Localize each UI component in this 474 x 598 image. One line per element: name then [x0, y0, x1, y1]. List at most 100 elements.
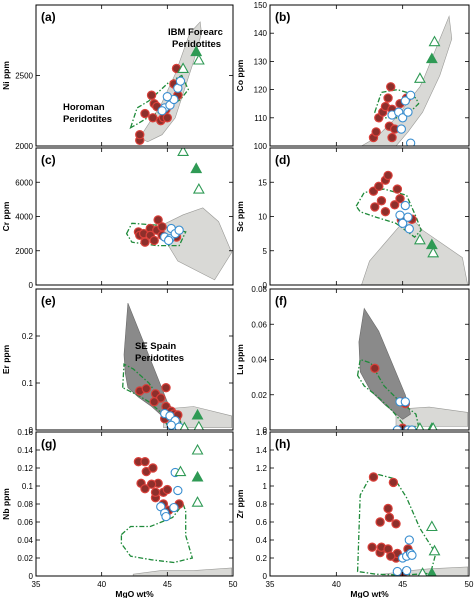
data-point-open-circle	[157, 106, 167, 116]
panel-b: 100 110 120 130 140 150 Co ppm (b)	[235, 1, 470, 151]
data-point-open-circle	[174, 225, 184, 235]
data-point-abyssal	[384, 512, 395, 523]
field-light	[150, 207, 233, 281]
plot-area	[120, 443, 232, 576]
field-light	[132, 567, 232, 576]
plot-area	[125, 148, 233, 281]
x-tick-label: 40	[332, 580, 341, 589]
panel-frame	[35, 288, 234, 431]
field-dashed	[122, 363, 183, 429]
y-tick-label: 0.02	[251, 391, 267, 400]
data-point-open-circle	[169, 502, 179, 513]
y-tick-label: 0	[29, 572, 34, 581]
data-point-abyssal	[150, 487, 161, 497]
y-tick-label: 0.06	[251, 320, 267, 329]
y-tick-label: 2000	[15, 142, 33, 151]
field-light	[139, 21, 202, 143]
y-tick-label: 10	[258, 213, 267, 222]
data-point-ibm-filled-triangle	[425, 238, 438, 250]
panel-e: 0 0.1 0.2 Er ppm (e)	[1, 288, 234, 435]
data-point-open-circle	[398, 218, 408, 228]
data-point-abyssal	[149, 235, 159, 246]
data-point-abyssal	[383, 170, 393, 181]
y-tick-label: 1.2	[256, 464, 268, 473]
data-point-abyssal	[146, 90, 157, 100]
data-point-abyssal	[162, 484, 173, 495]
data-point-abyssal	[386, 551, 396, 561]
y-tick-label: 110	[254, 114, 267, 123]
x-tick-label: 35	[32, 580, 41, 589]
panel-label: (g)	[41, 437, 56, 451]
y-axis-label: Nb ppm	[1, 488, 11, 520]
data-point-ibm-open-triangle	[191, 496, 204, 507]
y-axis-label: Sc ppm	[235, 201, 245, 232]
data-point-abyssal	[370, 202, 380, 212]
y-tick-label: 0.14	[17, 446, 33, 455]
field-light	[361, 214, 469, 285]
data-point-ibm-open-triangle	[179, 421, 190, 430]
data-point-abyssal	[376, 196, 387, 206]
data-point-open-circle	[407, 550, 417, 560]
data-point-ibm-filled-triangle	[191, 408, 204, 420]
data-point-abyssal	[140, 457, 150, 467]
data-point-abyssal	[140, 237, 150, 247]
y-tick-label: 2000	[15, 247, 33, 256]
plot-area	[360, 15, 453, 146]
y-tick-label: 100	[254, 142, 268, 151]
data-point-ibm-open-triangle	[428, 422, 438, 430]
field-light	[360, 15, 453, 146]
data-point-open-circle	[175, 76, 186, 86]
y-tick-label: 0	[29, 426, 34, 435]
panel-frame	[35, 431, 234, 577]
data-point-open-circle	[395, 210, 405, 220]
y-tick-label: 150	[254, 1, 268, 10]
data-point-abyssal	[390, 200, 400, 210]
y-axis-label: Ni ppm	[1, 61, 11, 90]
data-point-open-circle	[405, 138, 416, 146]
y-tick-label: 0.08	[17, 500, 33, 509]
data-point-open-circle	[392, 566, 403, 576]
data-point-ibm-open-triangle	[427, 246, 440, 258]
panel-label: (d)	[275, 153, 290, 167]
data-point-abyssal	[140, 108, 150, 119]
x-tick-label: 50	[229, 580, 238, 589]
field-dashed	[125, 222, 187, 247]
data-point-abyssal	[391, 519, 401, 529]
data-point-abyssal	[162, 113, 173, 123]
annotation-ibm-forearc-line2: Peridotites	[172, 39, 221, 50]
y-tick-label: 1.4	[256, 446, 268, 455]
data-point-ibm-open-triangle	[177, 148, 190, 156]
y-tick-label: 0.1	[22, 482, 34, 491]
data-point-ibm-open-triangle	[417, 567, 428, 576]
data-point-abyssal	[149, 397, 159, 407]
data-point-ibm-open-triangle	[428, 544, 441, 556]
plot-area	[356, 472, 469, 576]
data-point-ibm-filled-triangle	[190, 162, 203, 174]
y-tick-label: 0.02	[17, 554, 33, 563]
y-tick-label: 0.08	[251, 285, 267, 294]
data-point-ibm-filled-triangle	[190, 45, 203, 57]
plot-area	[129, 21, 205, 146]
field-dashed	[120, 502, 194, 564]
data-point-ibm-open-triangle	[413, 233, 426, 245]
panel-d: 0 5 10 15 Sc ppm (d)	[235, 147, 470, 290]
y-tick-label: 15	[258, 178, 267, 187]
data-point-abyssal	[375, 517, 385, 527]
data-point-open-circle	[403, 107, 413, 117]
data-point-abyssal	[392, 184, 403, 194]
data-point-ibm-open-triangle	[425, 520, 438, 532]
field-dashed	[129, 74, 190, 130]
y-tick-label: 0.1	[22, 379, 34, 388]
data-point-ibm-filled-triangle	[426, 567, 437, 576]
data-point-abyssal	[388, 477, 399, 488]
data-point-open-circle	[173, 485, 183, 496]
data-point-abyssal	[374, 181, 384, 192]
data-point-abyssal	[383, 503, 393, 514]
y-tick-label: 1.6	[256, 428, 268, 437]
data-point-ibm-open-triangle	[415, 422, 425, 430]
data-point-abyssal	[371, 127, 381, 137]
data-point-abyssal	[146, 479, 157, 489]
y-tick-label: 0.4	[256, 536, 268, 545]
data-point-ibm-open-triangle	[192, 182, 205, 194]
